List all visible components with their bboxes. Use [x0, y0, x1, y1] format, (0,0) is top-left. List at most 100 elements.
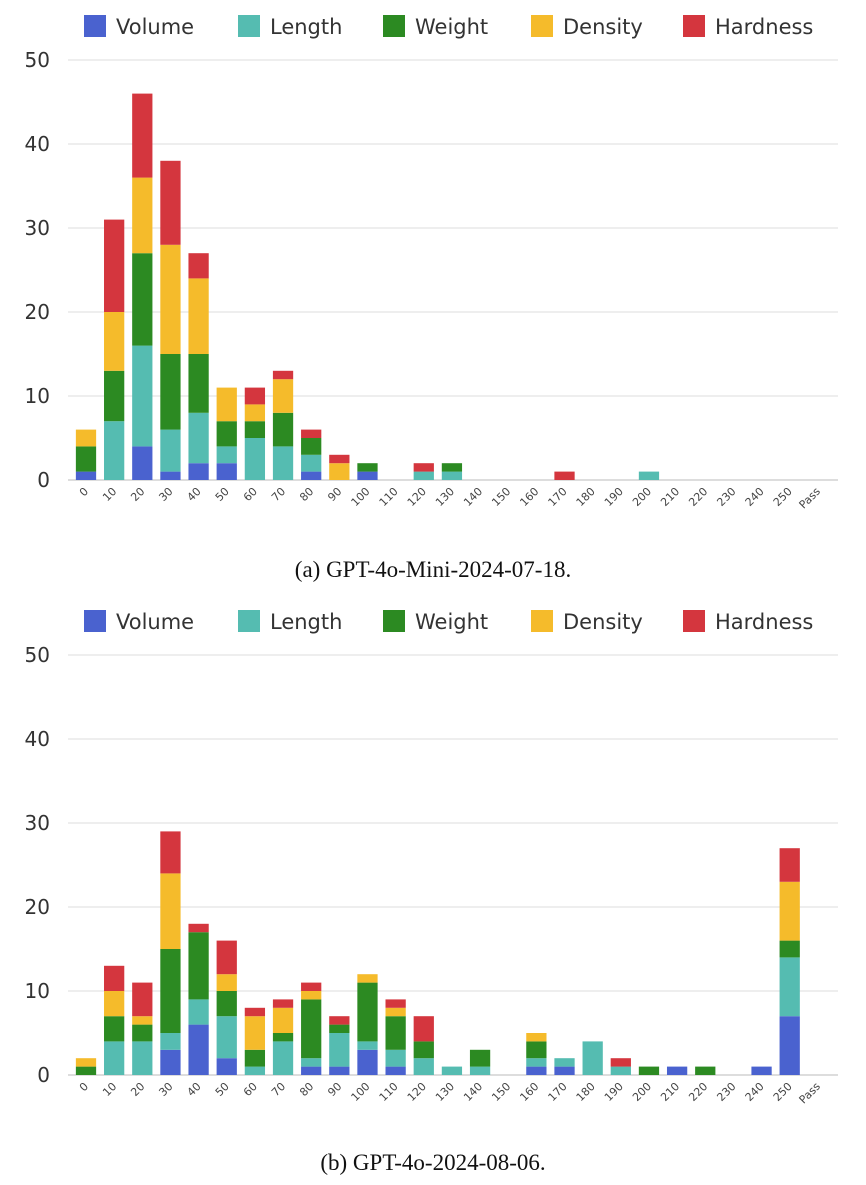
bar-segment-hardness-40	[188, 253, 209, 279]
bar-segment-weight-140	[469, 1049, 491, 1067]
x-tick-label: 50	[213, 1080, 232, 1099]
bar-segment-hardness-80	[301, 982, 322, 991]
x-tick-label: 200	[630, 485, 654, 509]
bar-segment-volume-90	[329, 1066, 350, 1075]
x-tick-label: Pass	[797, 1080, 824, 1107]
x-tick-label: 110	[377, 1080, 401, 1104]
x-tick-label: 120	[405, 1080, 429, 1104]
bar-segment-weight-80	[301, 438, 322, 455]
legend-swatch-hardness	[683, 15, 705, 37]
bar-segment-weight-220	[695, 1066, 716, 1075]
bar-segment-density-0	[75, 1058, 97, 1067]
bar-segment-length-190	[610, 1066, 631, 1075]
x-tick-label: 230	[714, 485, 738, 509]
y-tick-label: 30	[25, 811, 50, 835]
y-tick-label: 0	[37, 468, 50, 492]
legend-item-volume: Volume	[84, 15, 194, 39]
x-tick-label: 180	[574, 485, 598, 509]
bar-segment-volume-50	[216, 463, 237, 480]
bar-segment-weight-130	[441, 463, 463, 472]
y-tick-label: 50	[25, 643, 50, 667]
bar-segment-length-30	[160, 429, 181, 472]
legend-item-weight: Weight	[383, 610, 488, 634]
x-tick-label: 150	[489, 485, 513, 509]
legend-label-volume: Volume	[116, 610, 194, 634]
x-tick-label: 120	[405, 485, 429, 509]
x-tick-label: 40	[185, 1080, 204, 1099]
bar-segment-weight-160	[526, 1041, 547, 1059]
legend-swatch-volume	[84, 610, 106, 632]
bar-segment-density-50	[216, 974, 237, 991]
bar-segment-weight-110	[385, 1016, 406, 1050]
x-tick-label: Pass	[797, 485, 824, 512]
bar-segment-volume-50	[216, 1058, 237, 1075]
bar-segment-hardness-120	[413, 1016, 434, 1042]
y-tick-label: 40	[25, 132, 50, 156]
legend-label-length: Length	[270, 610, 342, 634]
x-tick-label: 160	[517, 485, 541, 509]
bar-segment-length-110	[385, 1049, 406, 1067]
bar-segment-weight-120	[413, 1041, 434, 1059]
y-tick-label: 0	[37, 1063, 50, 1087]
bar-segment-weight-20	[132, 253, 153, 346]
bar-segment-length-250	[779, 957, 800, 1017]
bar-segment-length-100	[357, 1041, 378, 1050]
legend-swatch-density	[531, 610, 553, 632]
bar-segment-length-40	[188, 412, 209, 464]
bar-segment-length-70	[272, 446, 294, 480]
legend-item-length: Length	[238, 610, 342, 634]
legend-item-hardness: Hardness	[683, 610, 813, 634]
bar-segment-weight-40	[188, 354, 209, 413]
x-tick-label: 240	[743, 1080, 767, 1104]
legend-swatch-length	[238, 15, 260, 37]
bar-segment-volume-30	[160, 1049, 181, 1075]
bar-segment-hardness-90	[329, 1016, 350, 1025]
x-tick-label: 90	[325, 1080, 344, 1099]
y-tick-label: 50	[25, 48, 50, 72]
x-tick-label: 210	[658, 485, 682, 509]
x-tick-label: 170	[546, 485, 570, 509]
bar-segment-length-60	[244, 438, 266, 480]
bar-segment-weight-30	[160, 949, 181, 1033]
bar-segment-length-130	[441, 471, 463, 480]
bar-segment-density-30	[160, 873, 181, 949]
bar-segment-weight-70	[272, 412, 294, 447]
bar-segment-hardness-30	[160, 831, 181, 874]
legend-swatch-density	[531, 15, 553, 37]
x-tick-label: 60	[241, 1080, 260, 1099]
bar-segment-hardness-80	[301, 429, 322, 438]
bar-segment-hardness-250	[779, 848, 800, 882]
bar-segment-length-120	[413, 1058, 434, 1075]
bar-segment-volume-100	[357, 1049, 378, 1075]
bar-segment-length-80	[301, 454, 322, 472]
bar-segment-density-10	[104, 312, 125, 371]
bar-segment-weight-30	[160, 354, 181, 430]
x-tick-label: 20	[128, 485, 147, 504]
bar-segment-weight-80	[301, 999, 322, 1059]
bar-segment-volume-0	[75, 471, 97, 480]
x-tick-label: 60	[241, 485, 260, 504]
x-tick-label: 80	[297, 1080, 316, 1099]
legend-swatch-weight	[383, 610, 405, 632]
x-tick-label: 10	[100, 1080, 119, 1099]
bar-segment-density-60	[244, 1016, 266, 1050]
x-tick-label: 30	[156, 485, 175, 504]
bar-segment-length-80	[301, 1058, 322, 1067]
bar-segment-density-20	[132, 1016, 153, 1025]
bar-segment-length-120	[413, 471, 434, 480]
bar-segment-weight-100	[357, 982, 378, 1042]
legend-label-density: Density	[563, 610, 643, 634]
legend-swatch-weight	[383, 15, 405, 37]
bar-segment-volume-110	[385, 1066, 406, 1075]
legend-swatch-length	[238, 610, 260, 632]
x-tick-label: 250	[771, 485, 795, 509]
bar-segment-length-90	[329, 1033, 350, 1067]
legend-item-hardness: Hardness	[683, 15, 813, 39]
legend-item-weight: Weight	[383, 15, 488, 39]
bar-segment-density-50	[216, 387, 237, 422]
bar-segment-hardness-70	[272, 999, 294, 1008]
x-tick-label: 150	[489, 1080, 513, 1104]
bar-segment-volume-80	[301, 471, 322, 480]
bar-segment-weight-250	[779, 940, 800, 958]
bar-segment-hardness-60	[244, 387, 266, 405]
